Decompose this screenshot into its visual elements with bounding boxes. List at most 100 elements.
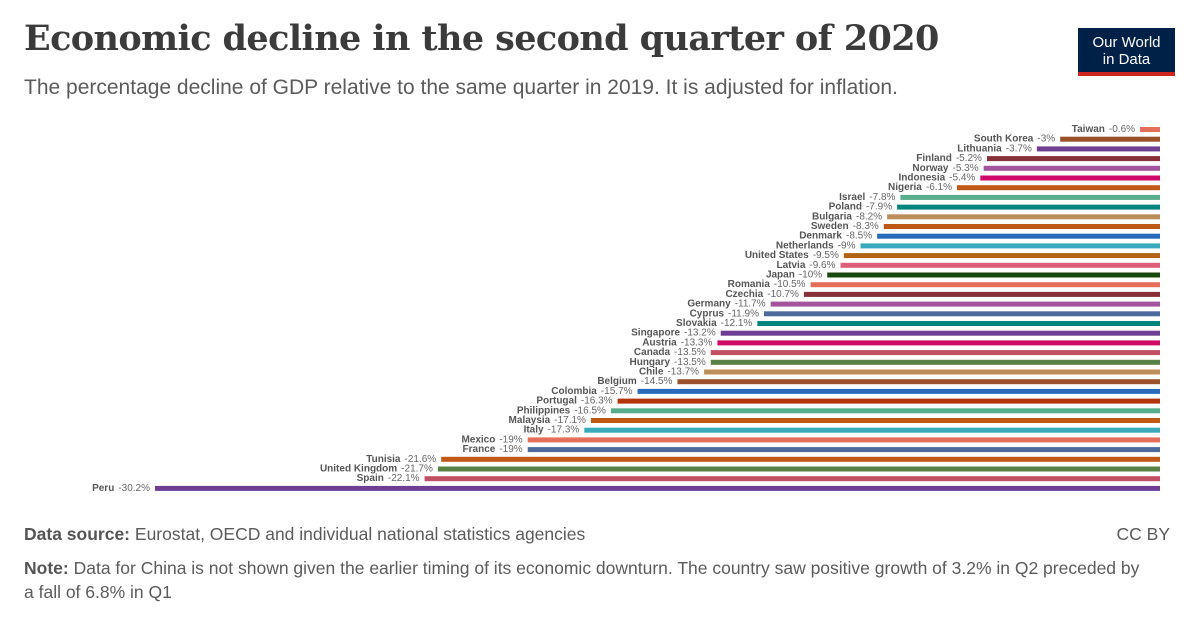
country-name-lithuania: Lithuania [957, 143, 1002, 154]
owid-logo[interactable]: Our World in Data [1078, 28, 1175, 76]
bar-peru[interactable] [155, 485, 1160, 491]
value-label-canada: -13.5% [674, 347, 706, 358]
country-name-belgium: Belgium [597, 376, 637, 387]
value-label-belgium: -14.5% [641, 376, 673, 387]
bar-france[interactable] [527, 447, 1160, 453]
value-label-japan: -10% [799, 270, 822, 281]
bar-label-denmark: Denmark -8.5% [799, 231, 872, 242]
bar-latvia[interactable] [840, 262, 1160, 268]
bar-denmark[interactable] [877, 233, 1160, 239]
value-label-united-states: -9.5% [813, 250, 839, 261]
value-label-lithuania: -3.7% [1006, 143, 1032, 154]
value-label-sweden: -8.3% [853, 221, 879, 232]
bar-tunisia[interactable] [441, 456, 1161, 462]
value-label-nigeria: -6.1% [926, 182, 952, 193]
country-name-philippines: Philippines [517, 405, 571, 416]
country-name-slovakia: Slovakia [676, 318, 717, 329]
value-label-germany: -11.7% [735, 299, 766, 310]
country-name-peru: Peru [92, 483, 114, 494]
country-name-israel: Israel [839, 192, 865, 203]
country-name-finland: Finland [916, 153, 952, 164]
bar-finland[interactable] [986, 156, 1160, 162]
bar-philippines[interactable] [610, 408, 1160, 414]
country-name-netherlands: Netherlands [776, 240, 834, 251]
country-name-sweden: Sweden [811, 221, 849, 232]
country-name-indonesia: Indonesia [898, 173, 945, 184]
value-label-poland: -7.9% [866, 202, 892, 213]
country-name-united-states: United States [745, 250, 809, 261]
bar-slovakia[interactable] [757, 321, 1160, 326]
value-label-czechia: -10.7% [767, 289, 799, 300]
data-source: Data source: Eurostat, OECD and individu… [24, 524, 585, 545]
bar-label-indonesia: Indonesia -5.4% [898, 173, 975, 184]
country-name-south-korea: South Korea [974, 134, 1034, 145]
value-label-bulgaria: -8.2% [856, 211, 882, 222]
bar-netherlands[interactable] [860, 243, 1160, 249]
note-label: Note: [24, 558, 69, 578]
country-name-czechia: Czechia [725, 289, 763, 300]
country-name-portugal: Portugal [536, 396, 577, 407]
bar-label-slovakia: Slovakia -12.1% [676, 318, 752, 329]
country-name-mexico: Mexico [461, 434, 495, 445]
license-link[interactable]: CC BY [1116, 524, 1170, 544]
bar-israel[interactable] [900, 194, 1160, 200]
bar-bulgaria[interactable] [887, 214, 1160, 220]
bar-united-kingdom[interactable] [437, 466, 1160, 472]
country-name-cyprus: Cyprus [690, 308, 725, 319]
country-name-latvia: Latvia [776, 260, 805, 271]
bar-czechia[interactable] [803, 291, 1160, 297]
bar-germany[interactable] [770, 301, 1160, 307]
bar-chile[interactable] [704, 369, 1160, 375]
bar-label-france: France -19% [463, 444, 523, 455]
bar-label-czechia: Czechia -10.7% [725, 289, 799, 300]
value-label-israel: -7.8% [869, 192, 895, 203]
bar-label-mexico: Mexico -19% [461, 434, 522, 445]
country-name-canada: Canada [634, 347, 671, 358]
bar-taiwan[interactable] [1140, 127, 1160, 132]
bar-sweden[interactable] [883, 224, 1160, 229]
value-label-slovakia: -12.1% [721, 318, 753, 329]
bar-austria[interactable] [717, 340, 1160, 346]
bar-label-netherlands: Netherlands -9% [776, 240, 856, 251]
country-name-germany: Germany [687, 299, 731, 310]
logo-line-1: Our World [1092, 34, 1161, 51]
bar-poland[interactable] [897, 204, 1160, 210]
bar-belgium[interactable] [677, 379, 1160, 385]
bar-cyprus[interactable] [763, 311, 1160, 317]
bar-singapore[interactable] [720, 330, 1160, 336]
country-name-romania: Romania [728, 279, 771, 290]
bar-nigeria[interactable] [957, 185, 1160, 191]
bar-united-states[interactable] [843, 253, 1160, 259]
bar-colombia[interactable] [637, 388, 1160, 394]
bar-label-poland: Poland -7.9% [829, 202, 893, 213]
bar-label-sweden: Sweden -8.3% [811, 221, 879, 232]
bar-label-lithuania: Lithuania -3.7% [957, 143, 1032, 154]
bar-malaysia[interactable] [590, 418, 1160, 423]
value-label-indonesia: -5.4% [949, 173, 975, 184]
bar-canada[interactable] [710, 350, 1160, 356]
bar-lithuania[interactable] [1036, 146, 1160, 152]
bar-chart: Taiwan -0.6% South Korea -3% Lithuania -3.7% F… [92, 124, 1161, 494]
bar-south-korea[interactable] [1060, 136, 1160, 142]
bar-portugal[interactable] [617, 398, 1160, 404]
bar-hungary[interactable] [710, 359, 1160, 365]
bar-italy[interactable] [584, 427, 1160, 433]
bar-label-belgium: Belgium -14.5% [597, 376, 672, 387]
country-name-taiwan: Taiwan [1072, 124, 1105, 135]
country-name-tunisia: Tunisia [366, 454, 401, 465]
bar-spain[interactable] [424, 476, 1160, 482]
bar-mexico[interactable] [527, 437, 1160, 443]
bar-japan[interactable] [827, 272, 1160, 278]
country-name-singapore: Singapore [631, 328, 680, 339]
bar-label-latvia: Latvia -9.6% [776, 260, 835, 271]
bar-label-bulgaria: Bulgaria -8.2% [812, 211, 882, 222]
bar-norway[interactable] [983, 165, 1160, 171]
logo-accent-bar [1078, 72, 1175, 76]
value-label-mexico: -19% [499, 434, 522, 445]
bar-label-tunisia: Tunisia -21.6% [366, 454, 436, 465]
bar-romania[interactable] [810, 282, 1160, 288]
country-name-hungary: Hungary [629, 357, 670, 368]
bar-label-taiwan: Taiwan -0.6% [1072, 124, 1135, 135]
value-label-south-korea: -3% [1037, 134, 1055, 145]
bar-indonesia[interactable] [980, 175, 1160, 181]
